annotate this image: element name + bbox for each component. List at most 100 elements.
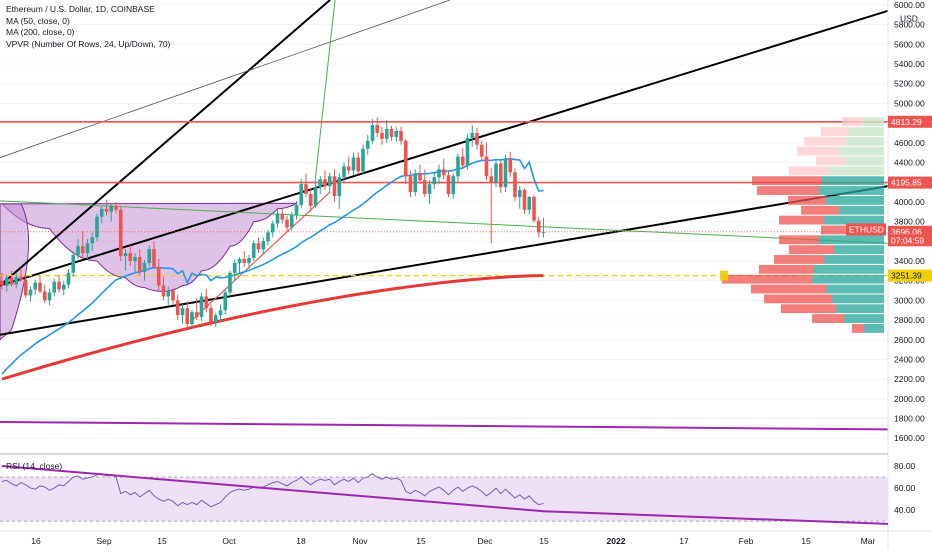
candle [247,255,251,269]
candle-body [380,132,384,139]
time-tick-label: Sep [96,536,111,546]
volume-profile-down-bar [789,245,834,255]
candle-body [213,315,218,323]
rsi-tick-label: 40.00 [894,505,916,515]
ma50-legend[interactable]: MA (50, close, 0) [6,15,70,26]
candle [123,249,128,271]
volume-profile-down-bar [722,274,812,284]
volume-profile-up-bar [844,314,884,323]
volume-profile-up-bar [819,235,884,245]
candle [156,258,161,291]
candle [532,194,536,223]
candle [209,304,213,326]
candle [517,186,522,209]
candle [370,119,375,144]
candle [299,179,304,208]
candle [118,205,123,261]
candle [489,168,494,244]
candle-body [503,158,508,188]
candle-body [375,125,380,133]
candle [337,173,342,209]
price-tick-label: 1800.00 [894,414,925,424]
candle [99,205,104,224]
candle-body [299,184,304,205]
candle-body [318,179,323,188]
candle-body [194,312,199,318]
candle-body [256,243,261,250]
rsi-tick-label: 60.00 [894,483,916,493]
candle [361,144,365,175]
candle-body [123,253,128,257]
volume-profile-down-bar [821,127,849,136]
rsi-legend[interactable]: RSI (14, close) [6,461,63,471]
price-tick-label: 4000.00 [894,197,925,207]
candle-body [332,176,337,196]
candle [28,286,33,302]
price-tick-label: 3000.00 [894,295,925,305]
candle-body [109,205,114,212]
candle-body [228,272,232,293]
volume-profile-down-bar [781,304,836,314]
price-tick-label: 5200.00 [894,79,925,89]
volume-profile-down-bar [804,136,846,146]
candle [14,272,19,289]
candle-body [38,282,42,292]
candle-body [114,205,118,210]
candle [23,274,28,299]
time-tick-label: 15 [157,536,167,546]
time-tick-label: 15 [801,536,811,546]
volume-profile-down-bar [852,323,864,333]
volume-profile-down-bar [816,156,846,166]
chart-title[interactable]: Ethereum / U.S. Dollar, 1D, COINBASE [6,4,155,14]
candle [346,156,351,175]
ma200-legend[interactable]: MA (200, close, 0) [6,27,75,37]
candle [47,288,52,306]
channel-top-line [0,0,331,287]
candle-body [541,231,546,233]
volume-profile-up-bar [812,274,884,284]
candle-body [536,220,541,233]
candle [275,208,280,228]
volume-profile-up-bar [839,146,884,156]
candle [19,267,23,282]
candle [213,313,218,327]
volume-profile-up-bar [832,294,884,304]
cup-left-region [0,203,30,341]
candle [408,170,413,197]
candle-body [261,241,266,250]
candle-body [270,223,275,233]
candle-body [142,262,147,272]
candle-body [280,213,285,220]
price-label-text: 4813.29 [891,117,922,127]
price-tick-label: 2600.00 [894,335,925,345]
candle [294,200,299,220]
green-trend-line [0,200,889,244]
candle [479,140,484,161]
candle [380,127,384,145]
candle-body [479,144,484,157]
price-tick-label: 5000.00 [894,98,925,108]
candle-body [147,249,152,263]
candle [513,168,517,201]
channel-bottom-line [0,185,889,336]
candle [441,158,446,180]
candle-body [76,246,80,256]
volume-profile-down-bar [757,186,819,195]
time-tick-label: 16 [31,536,41,546]
candle [422,169,427,197]
candle-body [432,177,437,185]
vpvr-legend[interactable]: VPVR (Number Of Rows, 24, Up/Down, 70) [6,38,171,49]
channel-mid-line [0,9,889,287]
candle [541,217,546,238]
yellow-level-marker [720,270,728,281]
candle-body [403,140,408,177]
candle-body [422,180,427,195]
candle-body [128,253,133,261]
candle [323,170,327,191]
price-tick-label: 2400.00 [894,354,925,364]
candle-body [498,163,503,188]
candle [223,288,228,315]
candle-body [180,308,185,316]
candle-body [323,179,327,187]
